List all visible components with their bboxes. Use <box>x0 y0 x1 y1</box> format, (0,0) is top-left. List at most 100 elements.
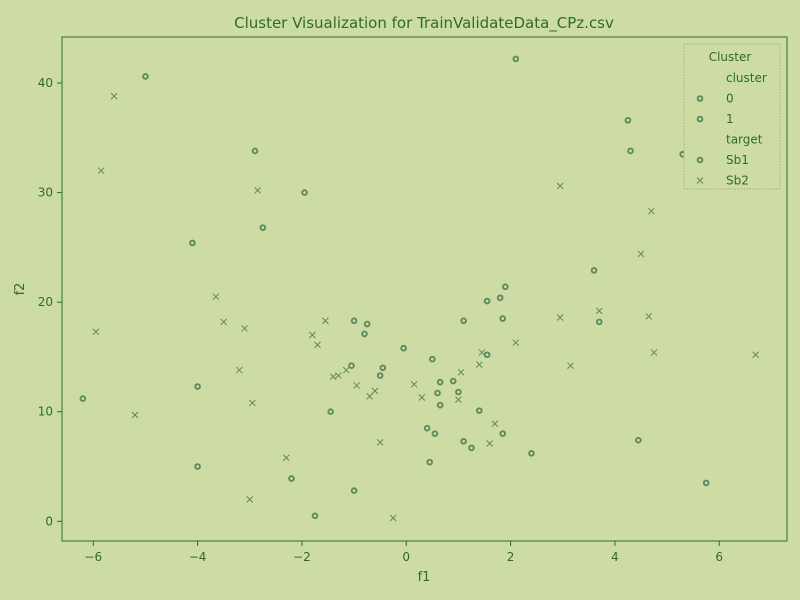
data-point-sb1 <box>376 372 384 379</box>
data-point-sb2 <box>648 207 655 215</box>
y-tick-label: 20 <box>38 295 53 309</box>
data-point-sb2 <box>342 366 350 374</box>
data-point-sb2 <box>637 250 645 258</box>
data-point-sb1 <box>142 73 149 80</box>
data-point-sb1 <box>194 463 201 470</box>
data-point-sb1 <box>499 430 507 437</box>
data-point-sb1 <box>426 458 434 466</box>
data-point-sb1 <box>483 297 491 305</box>
data-point-sb1 <box>627 147 634 155</box>
data-point-sb1 <box>361 330 368 338</box>
data-point-sb1 <box>301 189 308 196</box>
data-point-sb1 <box>468 444 475 452</box>
data-point-sb2 <box>353 382 361 389</box>
legend-entry-label: cluster <box>726 71 767 85</box>
data-point-sb1 <box>624 116 632 124</box>
x-tick-label: 6 <box>715 550 723 564</box>
legend-entry-label: 1 <box>726 112 734 126</box>
data-point-sb2 <box>254 187 261 194</box>
y-tick-label: 10 <box>38 405 53 419</box>
legend-marker-dot <box>696 95 704 102</box>
data-point-sb1 <box>327 408 334 416</box>
data-point-sb2 <box>92 328 100 336</box>
data-point-sb1 <box>436 378 444 386</box>
x-tick-label: −4 <box>189 550 207 564</box>
data-point-sb1 <box>259 224 267 231</box>
x-tick-label: 0 <box>402 550 410 564</box>
data-point-sb2 <box>595 307 603 315</box>
data-point-sb1 <box>423 424 431 432</box>
legend-marker-dot <box>696 115 704 123</box>
y-tick-label: 0 <box>45 514 53 528</box>
data-point-sb1 <box>350 317 358 325</box>
chart-title: Cluster Visualization for TrainValidateD… <box>234 14 614 33</box>
data-point-sb1 <box>449 377 457 385</box>
data-point-sb2 <box>650 349 658 356</box>
data-point-sb2 <box>491 420 499 428</box>
data-point-sb2 <box>475 361 483 368</box>
data-point-sb1 <box>348 362 355 369</box>
data-point-sb2 <box>241 325 248 332</box>
y-tick-label: 40 <box>38 76 53 90</box>
data-point-sb2 <box>212 293 220 301</box>
data-point-sb1 <box>194 383 201 390</box>
data-point-sb2 <box>389 514 397 522</box>
data-point-sb2 <box>235 366 243 374</box>
x-axis-label: f1 <box>418 570 431 585</box>
x-tick-label: −6 <box>84 550 102 564</box>
data-point-sb2 <box>220 318 228 326</box>
data-point-sb2 <box>329 373 337 381</box>
data-point-sb2 <box>556 314 564 321</box>
legend: Cluster cluster 0 1 target Sb1 Sb2 <box>683 43 781 190</box>
x-tick-label: 4 <box>611 550 619 564</box>
data-point-sb2 <box>478 349 486 356</box>
data-point-sb2 <box>97 167 105 175</box>
x-tick-label: 2 <box>507 550 515 564</box>
plot-area-frame <box>61 36 788 542</box>
data-point-sb2 <box>309 331 316 339</box>
data-point-sb2 <box>556 182 564 190</box>
data-point-sb1 <box>496 294 504 302</box>
legend-marker-x <box>696 177 704 184</box>
legend-entry-label: target <box>726 133 763 147</box>
y-axis-label: f2 <box>13 283 28 296</box>
data-point-sb2 <box>249 399 256 407</box>
data-point-sb2 <box>371 387 379 395</box>
data-point-sb2 <box>335 372 342 379</box>
data-point-sb2 <box>376 439 384 446</box>
y-axis: 0 10 20 30 40 <box>38 76 62 528</box>
data-point-sb1 <box>475 407 483 414</box>
data-point-sb1 <box>595 318 603 326</box>
data-point-sb2 <box>645 313 653 320</box>
legend-marker-dot <box>696 156 704 164</box>
data-point-sb1 <box>460 437 467 445</box>
data-point-sb2 <box>486 440 494 447</box>
legend-entry-label: Sb1 <box>726 153 749 167</box>
y-tick-label: 30 <box>38 186 53 200</box>
data-point-sb1 <box>79 395 87 402</box>
data-point-sb2 <box>131 411 139 419</box>
data-point-sb2 <box>455 396 462 404</box>
legend-entry-label: 0 <box>726 92 734 106</box>
data-point-sb1 <box>528 450 535 457</box>
data-point-sb2 <box>246 496 254 503</box>
data-point-sb1 <box>400 344 407 352</box>
data-point-sb1 <box>635 436 642 444</box>
legend-title: Cluster <box>709 50 752 64</box>
data-point-sb2 <box>567 362 574 370</box>
data-point-sb2 <box>282 454 290 462</box>
data-point-sb2 <box>366 393 374 400</box>
data-point-sb2 <box>512 339 520 347</box>
data-point-sb1 <box>499 315 507 322</box>
data-point-sb1 <box>429 355 436 363</box>
data-point-sb2 <box>418 394 426 401</box>
data-point-sb1 <box>502 283 509 291</box>
data-point-sb1 <box>363 320 371 328</box>
data-point-sb1 <box>590 267 598 274</box>
data-point-sb2 <box>410 380 418 388</box>
data-point-sb2 <box>457 368 465 376</box>
data-point-sb2 <box>110 92 118 100</box>
data-point-sb1 <box>379 364 387 372</box>
x-axis: −6 −4 −2 0 2 4 6 <box>84 541 723 564</box>
